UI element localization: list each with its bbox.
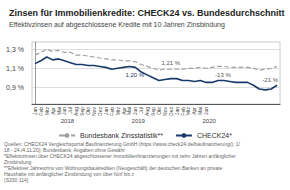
svg-text:Jan: Jan [32, 107, 38, 116]
svg-text:Mai: Mai [126, 107, 133, 116]
svg-text:Dez: Dez [96, 107, 103, 116]
svg-text:Jun: Jun [203, 107, 209, 115]
svg-text:-21 %: -21 % [262, 77, 278, 83]
svg-text:1,1 %: 1,1 % [6, 65, 24, 72]
svg-text:Jul: Jul [138, 107, 145, 114]
svg-text:(S330 114): (S330 114) [4, 177, 29, 183]
svg-text:Sep: Sep [79, 107, 86, 116]
svg-text:Aug: Aug [73, 107, 80, 116]
svg-text:Nov: Nov [91, 107, 97, 116]
svg-text:Apr: Apr [191, 107, 198, 115]
svg-text:Mai: Mai [197, 107, 204, 116]
svg-text:Jan: Jan [173, 107, 180, 116]
svg-text:Dez: Dez [167, 107, 174, 116]
svg-text:Zinsbindung: Zinsbindung [4, 159, 32, 165]
svg-text:**Effektiver Jahreszins von Wo: **Effektiver Jahreszins von Wohnungsbauk… [4, 165, 224, 171]
svg-text:Mrz: Mrz [114, 107, 121, 116]
svg-text:Apr: Apr [120, 107, 127, 115]
svg-text:Mrz: Mrz [43, 107, 50, 116]
svg-text:Apr: Apr [49, 107, 56, 115]
svg-text:Jul: Jul [67, 107, 74, 114]
svg-text:-13 %: -13 % [215, 72, 231, 78]
svg-text:1,21 %: 1,21 % [161, 60, 180, 66]
svg-text:Feb: Feb [37, 107, 44, 116]
svg-text:Jun: Jun [61, 107, 68, 116]
svg-text:2019: 2019 [132, 118, 146, 124]
svg-text:Sep: Sep [150, 107, 156, 116]
svg-text:Feb: Feb [108, 107, 115, 116]
svg-text:Okt: Okt [156, 107, 162, 115]
svg-text:Nov: Nov [161, 107, 168, 116]
svg-text:Mai: Mai [55, 107, 62, 116]
svg-text:2018: 2018 [61, 118, 75, 124]
svg-text:Okt: Okt [85, 107, 92, 115]
svg-text:0,9 %: 0,9 % [6, 84, 24, 91]
svg-text:1,3 %: 1,3 % [6, 46, 24, 53]
svg-text:Bundesbank Zinsstatistik**: Bundesbank Zinsstatistik** [80, 132, 163, 139]
svg-text:1,20 %: 1,20 % [125, 72, 144, 78]
svg-text:Jun: Jun [132, 107, 139, 116]
svg-text:Feb: Feb [179, 107, 186, 116]
svg-text:Aug: Aug [144, 107, 151, 116]
svg-text:CHECK24*: CHECK24* [197, 132, 232, 139]
svg-text:Jan: Jan [102, 107, 109, 116]
svg-text:Effektivzinsen auf abgeschloss: Effektivzinsen auf abgeschlossene Kredit… [9, 21, 225, 29]
svg-text:Quellen: CHECK24 Vergleichspor: Quellen: CHECK24 Vergleichsportal Baufin… [4, 141, 240, 147]
svg-text:18 - 24./4.11.20); Bundesbank;: 18 - 24./4.11.20); Bundesbank; Angaben o… [4, 147, 125, 153]
svg-text:2020: 2020 [202, 118, 216, 124]
svg-text:*Effektivzinsen über CHECK24 a: *Effektivzinsen über CHECK24 abgeschloss… [4, 153, 237, 159]
svg-text:Haushalte mit anfänglicher Zin: Haushalte mit anfänglicher Zinsbindung v… [4, 171, 135, 177]
svg-text:Mrz: Mrz [185, 107, 192, 116]
svg-text:Zinsen für Immobilienkredite:: Zinsen für Immobilienkredite: CHECK24 vs… [9, 8, 285, 18]
